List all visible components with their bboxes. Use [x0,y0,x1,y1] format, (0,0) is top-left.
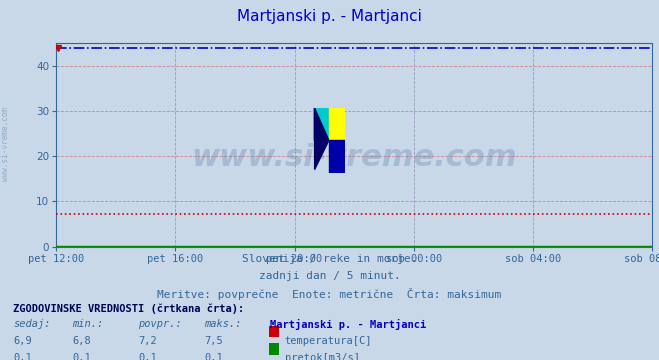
Text: maks.:: maks.: [204,319,242,329]
Text: 0,1: 0,1 [72,353,91,360]
Text: pretok[m3/s]: pretok[m3/s] [285,353,360,360]
Text: ZGODOVINSKE VREDNOSTI (črtkana črta):: ZGODOVINSKE VREDNOSTI (črtkana črta): [13,303,244,314]
Text: 6,9: 6,9 [13,336,32,346]
Text: min.:: min.: [72,319,103,329]
Text: Martjanski p. - Martjanci: Martjanski p. - Martjanci [270,319,426,330]
Polygon shape [314,108,329,170]
Text: temperatura[C]: temperatura[C] [285,336,372,346]
Text: 7,5: 7,5 [204,336,223,346]
Text: povpr.:: povpr.: [138,319,182,329]
Text: Martjanski p. - Martjanci: Martjanski p. - Martjanci [237,9,422,24]
Text: Meritve: povprečne  Enote: metrične  Črta: maksimum: Meritve: povprečne Enote: metrične Črta:… [158,288,501,300]
Text: www.si-vreme.com: www.si-vreme.com [191,143,517,172]
Text: 6,8: 6,8 [72,336,91,346]
Text: 0,1: 0,1 [138,353,157,360]
Text: zadnji dan / 5 minut.: zadnji dan / 5 minut. [258,271,401,281]
Text: Slovenija / reke in morje.: Slovenija / reke in morje. [242,254,417,264]
Text: 0,1: 0,1 [204,353,223,360]
Text: 0,1: 0,1 [13,353,32,360]
Text: www.si-vreme.com: www.si-vreme.com [1,107,10,181]
Polygon shape [313,108,329,140]
Text: 7,2: 7,2 [138,336,157,346]
Polygon shape [329,108,345,140]
Polygon shape [329,140,345,173]
Text: sedaj:: sedaj: [13,319,51,329]
